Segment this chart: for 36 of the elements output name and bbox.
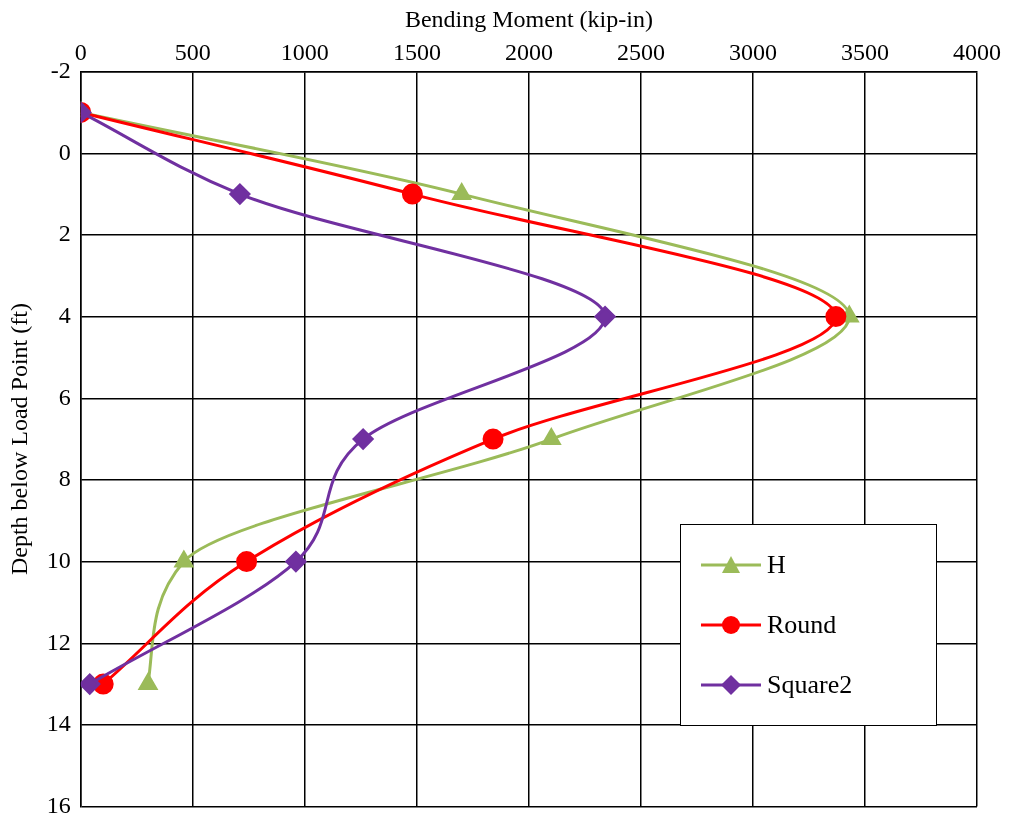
point [174,551,194,568]
y-axis-title: Depth below Load Point (ft) [5,303,32,576]
point [825,306,847,328]
point [452,183,471,201]
point [594,306,616,328]
x-tick-label: 2500 [616,39,665,66]
x-tick-label: 3500 [840,39,889,66]
x-tick-label: 4000 [953,39,1001,66]
point [542,428,561,446]
point [80,673,101,695]
y-tick-label: 12 [46,628,71,655]
point [229,183,251,205]
legend-label: H [767,549,786,580]
y-tick-label: -2 [50,56,71,83]
x-tick-label: 1500 [392,39,441,66]
x-axis-title: Bending Moment (kip-in) [404,5,653,32]
y-tick-label: 4 [58,301,71,328]
x-tick-label: 2000 [504,39,553,66]
point [138,673,158,691]
point [285,551,307,573]
x-tick-label: 1000 [280,39,329,66]
x-tick-label: 3000 [728,39,777,66]
y-tick-label: 6 [58,383,71,410]
y-tick-label: 14 [46,710,71,737]
y-tick-label: 16 [46,791,71,818]
y-tick-label: 2 [58,220,71,247]
legend-label: Round [767,609,837,640]
x-tick-label: 500 [174,39,211,66]
point [482,428,504,450]
point [401,183,423,205]
point [352,428,374,450]
y-tick-label: 10 [46,546,71,573]
legend-label: Square2 [767,669,853,700]
point [236,551,258,573]
y-tick-label: 8 [58,465,71,492]
y-tick-label: 0 [58,138,71,165]
